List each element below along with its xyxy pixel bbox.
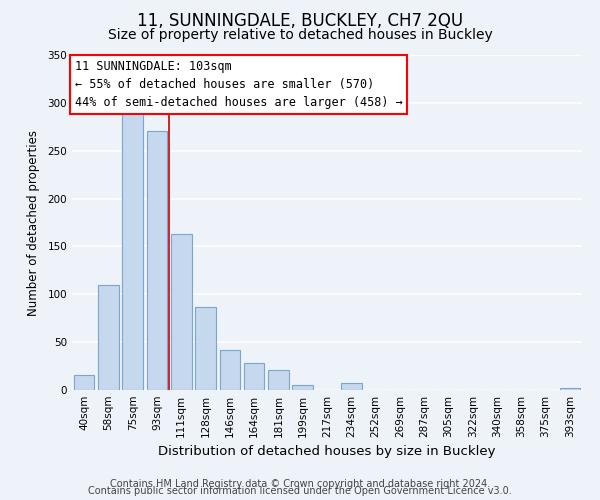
Bar xyxy=(74,374,94,390)
X-axis label: Distribution of detached houses by size in Buckley: Distribution of detached houses by size … xyxy=(158,446,496,458)
Text: Contains public sector information licensed under the Open Government Licence v3: Contains public sector information licen… xyxy=(88,486,512,496)
Bar xyxy=(292,385,313,390)
Text: 11, SUNNINGDALE, BUCKLEY, CH7 2QU: 11, SUNNINGDALE, BUCKLEY, CH7 2QU xyxy=(137,12,463,30)
Bar xyxy=(146,130,167,390)
Bar xyxy=(244,363,265,390)
Bar xyxy=(268,370,289,390)
Y-axis label: Number of detached properties: Number of detached properties xyxy=(28,130,40,316)
Bar xyxy=(560,388,580,390)
Bar xyxy=(195,306,216,390)
Text: Contains HM Land Registry data © Crown copyright and database right 2024.: Contains HM Land Registry data © Crown c… xyxy=(110,479,490,489)
Bar xyxy=(122,110,143,390)
Text: 11 SUNNINGDALE: 103sqm
← 55% of detached houses are smaller (570)
44% of semi-de: 11 SUNNINGDALE: 103sqm ← 55% of detached… xyxy=(74,60,403,109)
Bar xyxy=(171,234,191,390)
Bar xyxy=(341,384,362,390)
Text: Size of property relative to detached houses in Buckley: Size of property relative to detached ho… xyxy=(107,28,493,42)
Bar xyxy=(220,350,240,390)
Bar xyxy=(98,284,119,390)
